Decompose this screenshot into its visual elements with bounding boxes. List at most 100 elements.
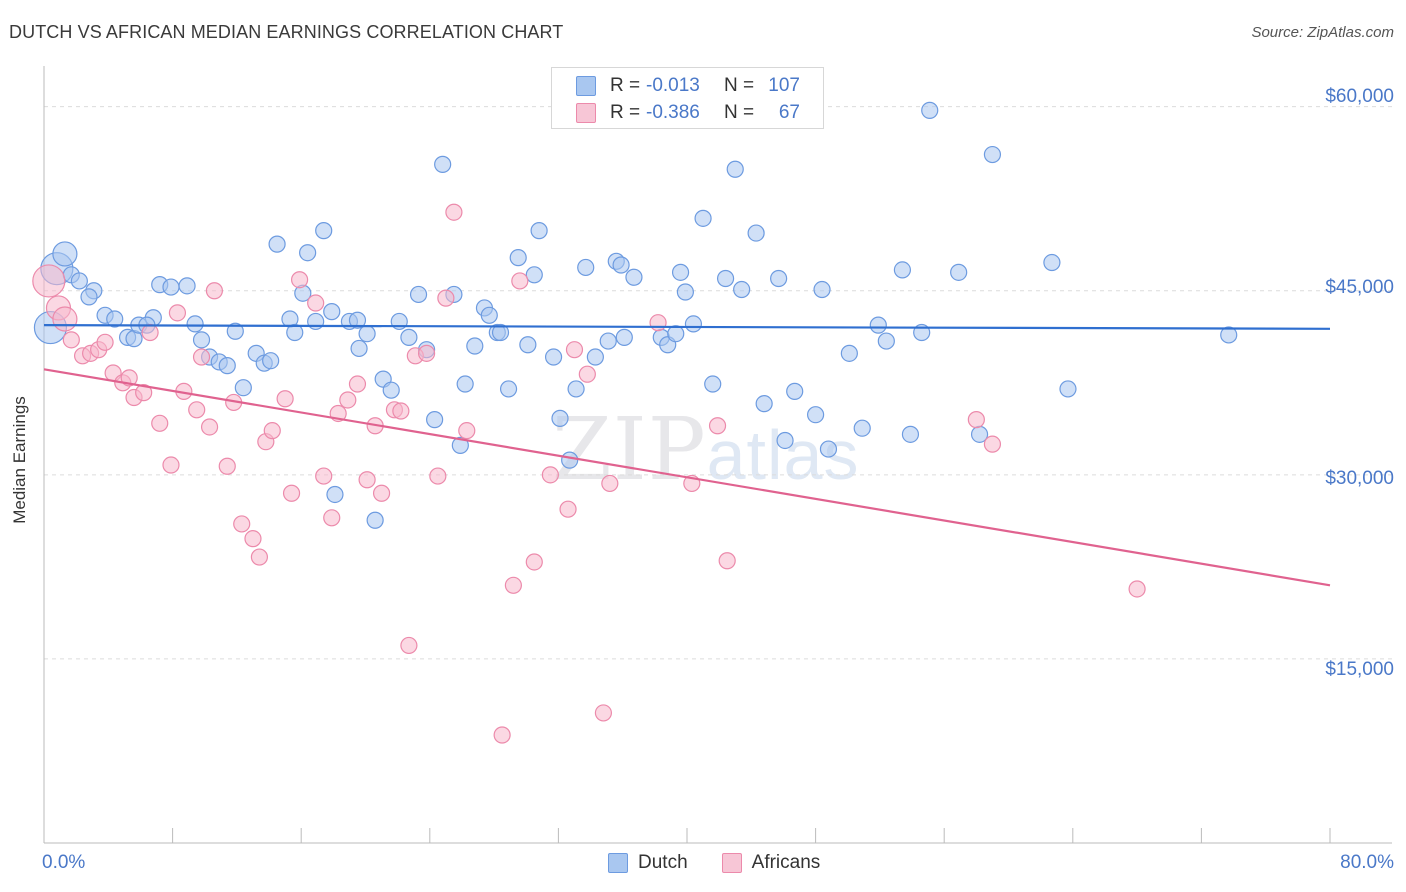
africans-point: [52, 306, 78, 332]
dutch-point: [262, 352, 280, 370]
dutch-point: [358, 325, 376, 343]
y-tick-label: $15,000: [1325, 659, 1394, 680]
africans-point: [250, 548, 269, 566]
africans-point: [541, 466, 559, 484]
africans-point: [348, 375, 367, 393]
africans-point: [429, 467, 447, 485]
dutch-point: [226, 322, 244, 340]
dutch-point: [544, 348, 563, 366]
dutch-point: [950, 263, 968, 281]
dutch-point: [350, 339, 368, 358]
dutch-point: [307, 312, 325, 331]
dutch-point: [186, 315, 204, 333]
x-tick-label-max: 80.0%: [1340, 852, 1394, 873]
source-credit: Source: ZipAtlas.com: [1251, 24, 1394, 41]
africans-point: [339, 391, 357, 409]
africans-point: [559, 500, 577, 518]
legend-row-africans: R = -0.386 N = 67: [576, 101, 800, 125]
africans-point: [244, 530, 262, 548]
africans-point: [511, 272, 529, 290]
dutch-point: [567, 380, 585, 398]
dutch-point: [106, 310, 124, 328]
africans-point: [649, 314, 667, 332]
africans-point: [565, 341, 584, 359]
dutch-point: [382, 381, 400, 399]
africans-swatch: [576, 103, 596, 123]
africans-point: [307, 294, 325, 312]
africans-point: [218, 457, 236, 475]
dutch-point: [776, 431, 794, 450]
africans-point: [458, 422, 476, 440]
legend-label-dutch: Dutch: [638, 852, 688, 873]
dutch-trend-line: [43, 324, 1331, 330]
dutch-point: [286, 323, 304, 342]
stats-legend: R = -0.013 N = 107 R = -0.386 N = 67: [551, 67, 824, 129]
dutch-point: [840, 344, 858, 362]
africans-point: [504, 576, 522, 594]
dutch-point: [409, 285, 428, 304]
africans-point: [205, 282, 223, 300]
dutch-point: [551, 409, 569, 427]
dutch-point: [901, 425, 920, 443]
dutch-point: [52, 241, 78, 267]
n-value: 107: [768, 75, 800, 96]
dutch-point: [525, 266, 543, 284]
dutch-point: [704, 375, 722, 393]
africans-point: [168, 304, 187, 322]
africans-point: [282, 484, 301, 502]
dutch-point: [577, 258, 595, 277]
dutch-point: [921, 101, 939, 119]
dutch-point: [586, 348, 604, 366]
africans-point: [188, 401, 206, 419]
africans-point: [525, 553, 543, 571]
y-axis-label: Median Earnings: [10, 396, 29, 524]
dutch-point: [491, 323, 510, 342]
dutch-point: [819, 440, 838, 458]
dutch-point: [983, 145, 1002, 164]
africans-point: [967, 411, 985, 429]
dutch-point: [561, 451, 579, 469]
dutch-point: [426, 411, 444, 429]
dutch-point: [726, 160, 744, 178]
dutch-point: [694, 209, 712, 227]
y-tick-label: $60,000: [1325, 86, 1394, 107]
dutch-point: [813, 280, 831, 299]
dutch-point: [1043, 253, 1061, 272]
r-value: -0.013: [646, 75, 700, 96]
africans-point: [162, 456, 180, 474]
africans-point: [135, 384, 153, 402]
dutch-point: [268, 235, 286, 253]
africans-point: [290, 271, 309, 289]
dutch-point: [1059, 380, 1077, 398]
dutch-point: [480, 306, 498, 324]
n-value: 67: [778, 102, 800, 123]
dutch-point: [348, 311, 367, 329]
dutch-point: [519, 336, 537, 354]
africans-point: [200, 418, 219, 436]
dutch-point: [716, 269, 735, 288]
africans-point: [578, 365, 596, 383]
dutch-point: [615, 328, 633, 346]
dutch-point: [612, 256, 630, 274]
dutch-point: [1220, 326, 1238, 344]
dutch-point: [80, 288, 98, 306]
r-value: -0.386: [646, 102, 700, 123]
africans-point: [151, 414, 169, 432]
dutch-point: [733, 280, 751, 299]
africans-point: [62, 331, 80, 349]
dutch-point: [451, 436, 469, 454]
africans-point: [96, 333, 114, 351]
dutch-point: [400, 328, 418, 346]
dutch-point: [218, 357, 236, 375]
dutch-point: [786, 382, 804, 400]
dutch-swatch: [576, 76, 596, 96]
africans-point: [445, 203, 463, 221]
dutch-point: [326, 485, 344, 504]
dutch-point: [599, 332, 617, 350]
r-label: R =: [610, 102, 641, 123]
dutch-point: [70, 272, 88, 290]
dutch-point: [192, 331, 211, 349]
dutch-point: [671, 263, 690, 281]
dutch-point: [466, 337, 484, 355]
africans-point: [315, 467, 333, 485]
